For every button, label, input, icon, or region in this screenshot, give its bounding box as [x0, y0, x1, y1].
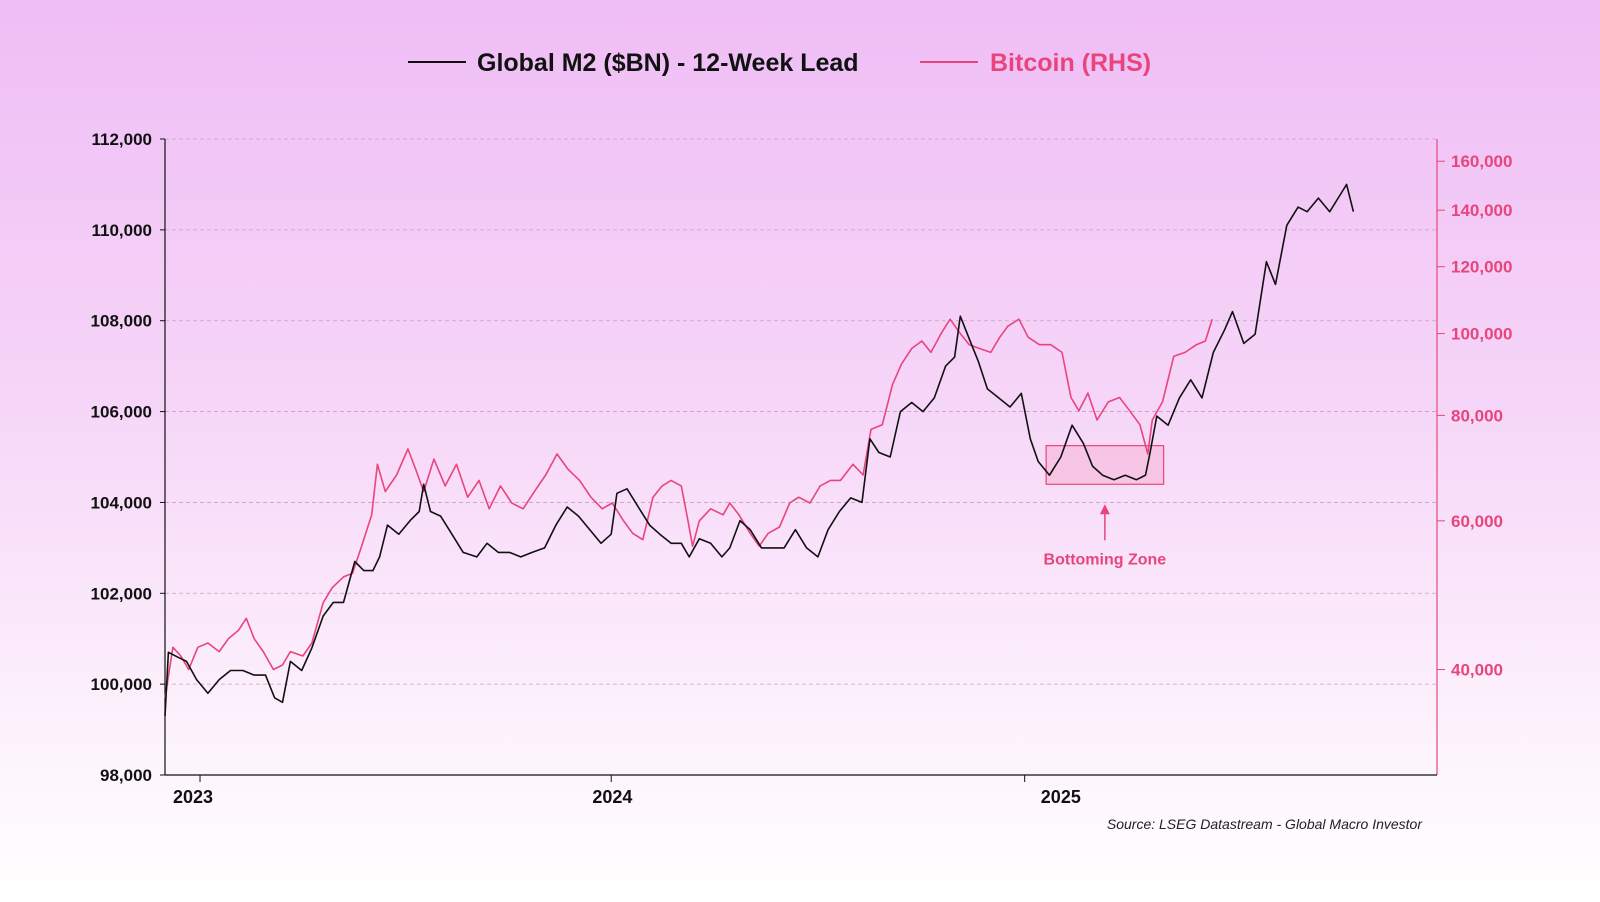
bottoming-zone-arrowhead [1099, 504, 1110, 515]
series-line-global-m2 [164, 183, 1355, 716]
source-note: Source: LSEG Datastream - Global Macro I… [1107, 816, 1423, 832]
x-axis: 2023 2024 2025 [165, 774, 1437, 807]
series-line-bitcoin [164, 318, 1213, 699]
right-tick-label: 40,000 [1451, 661, 1503, 680]
legend: Global M2 ($BN) - 12-Week Lead Bitcoin (… [408, 49, 1151, 77]
right-tick-label: 80,000 [1451, 406, 1503, 425]
right-tick-label: 120,000 [1451, 258, 1512, 277]
x-tick-label: 2025 [1041, 787, 1081, 807]
left-tick-label: 108,000 [91, 312, 152, 331]
left-tick-label: 100,000 [91, 675, 152, 694]
left-tick-label: 110,000 [91, 221, 152, 240]
right-tick-label: 160,000 [1451, 152, 1512, 171]
gridlines [165, 138, 1437, 685]
bottoming-zone-annotation: Bottoming Zone [1044, 445, 1167, 568]
x-tick-label: 2023 [173, 787, 213, 807]
left-tick-label: 106,000 [91, 403, 152, 422]
bottoming-zone-box [1045, 445, 1165, 485]
bottoming-zone-label: Bottoming Zone [1044, 551, 1167, 568]
right-tick-label: 140,000 [1451, 201, 1512, 220]
right-tick-label: 60,000 [1451, 512, 1503, 531]
left-axis: 98,000 100,000 102,000 104,000 106,000 108,00… [91, 130, 166, 785]
left-tick-label: 104,000 [91, 493, 152, 512]
x-tick-label: 2024 [592, 787, 632, 807]
legend-label-m2: Global M2 ($BN) - 12-Week Lead [477, 49, 859, 77]
left-tick-label: 98,000 [100, 766, 152, 785]
right-axis: 40,000 60,000 80,000 100,000 120,000 140,000 1… [1436, 139, 1512, 775]
left-tick-label: 112,000 [91, 130, 152, 149]
left-tick-label: 102,000 [91, 584, 152, 603]
right-tick-label: 100,000 [1451, 325, 1512, 344]
legend-label-bitcoin: Bitcoin (RHS) [990, 49, 1151, 77]
